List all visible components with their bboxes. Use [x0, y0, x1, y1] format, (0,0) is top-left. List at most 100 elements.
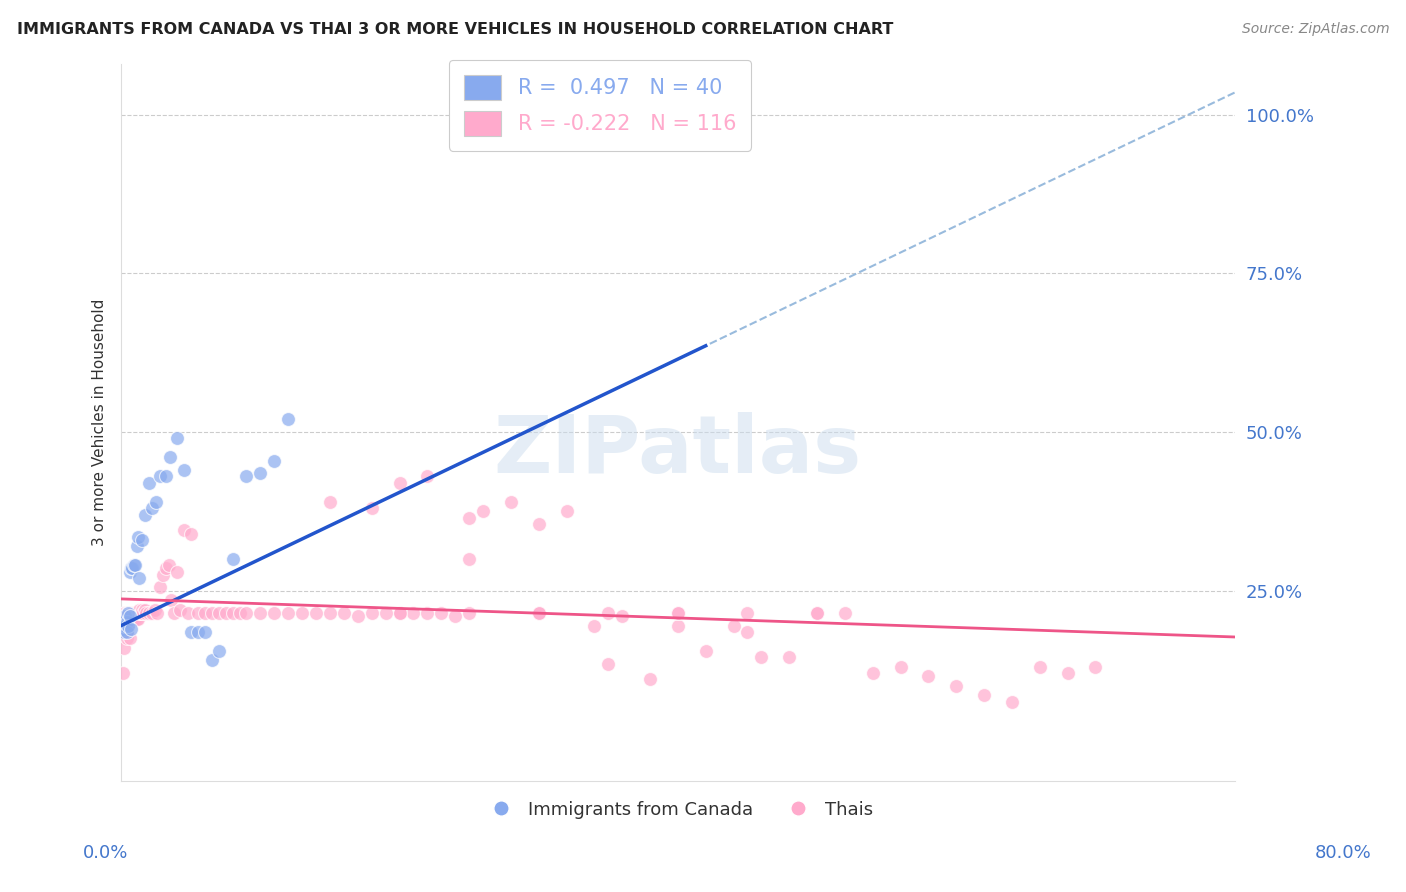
Point: [128, 571, 150, 585]
Point: [120, 606, 142, 620]
Point: [118, 609, 141, 624]
Point: [115, 624, 138, 639]
Point: [638, 673, 661, 687]
Point: [120, 622, 142, 636]
Point: [806, 606, 828, 620]
Point: [388, 606, 411, 620]
Point: [235, 469, 257, 483]
Point: [214, 606, 236, 620]
Point: [124, 612, 146, 626]
Point: [121, 561, 143, 575]
Point: [118, 615, 141, 630]
Point: [115, 606, 138, 620]
Point: [1028, 660, 1050, 674]
Point: [194, 624, 217, 639]
Point: [124, 606, 146, 620]
Point: [221, 606, 243, 620]
Point: [360, 606, 382, 620]
Point: [146, 606, 169, 620]
Point: [125, 606, 148, 620]
Point: [111, 666, 134, 681]
Point: [117, 615, 139, 630]
Point: [458, 510, 481, 524]
Point: [114, 618, 136, 632]
Point: [263, 606, 285, 620]
Point: [121, 606, 143, 620]
Point: [263, 453, 285, 467]
Point: [180, 526, 202, 541]
Point: [458, 552, 481, 566]
Point: [112, 624, 135, 639]
Point: [117, 618, 139, 632]
Point: [527, 606, 550, 620]
Point: [138, 606, 160, 620]
Point: [117, 606, 139, 620]
Legend: Immigrants from Canada, Thais: Immigrants from Canada, Thais: [475, 793, 880, 826]
Point: [666, 606, 689, 620]
Point: [360, 501, 382, 516]
Point: [235, 606, 257, 620]
Point: [120, 612, 142, 626]
Point: [194, 606, 217, 620]
Point: [890, 660, 912, 674]
Point: [135, 606, 157, 620]
Point: [416, 469, 439, 483]
Point: [277, 412, 299, 426]
Point: [125, 539, 148, 553]
Point: [111, 622, 134, 636]
Point: [187, 606, 209, 620]
Point: [291, 606, 314, 620]
Point: [917, 669, 939, 683]
Point: [319, 606, 342, 620]
Point: [145, 495, 167, 509]
Point: [124, 558, 146, 573]
Text: ZIPatlas: ZIPatlas: [494, 412, 862, 491]
Point: [131, 533, 153, 547]
Point: [114, 622, 136, 636]
Point: [723, 618, 745, 632]
Point: [249, 606, 271, 620]
Point: [472, 504, 495, 518]
Point: [751, 650, 773, 665]
Point: [143, 603, 166, 617]
Point: [149, 581, 172, 595]
Point: [737, 606, 759, 620]
Point: [128, 606, 150, 620]
Point: [834, 606, 856, 620]
Point: [444, 609, 467, 624]
Point: [138, 475, 160, 490]
Point: [120, 561, 142, 575]
Point: [228, 606, 250, 620]
Point: [187, 624, 209, 639]
Point: [458, 606, 481, 620]
Point: [118, 606, 141, 620]
Point: [333, 606, 356, 620]
Point: [155, 469, 177, 483]
Point: [132, 606, 155, 620]
Point: [527, 606, 550, 620]
Point: [527, 516, 550, 531]
Point: [499, 495, 522, 509]
Point: [277, 606, 299, 620]
Point: [319, 495, 342, 509]
Point: [141, 606, 163, 620]
Point: [129, 606, 152, 620]
Point: [115, 612, 138, 626]
Point: [169, 603, 191, 617]
Point: [666, 606, 689, 620]
Point: [121, 612, 143, 626]
Point: [131, 606, 153, 620]
Point: [160, 593, 183, 607]
Point: [173, 463, 195, 477]
Point: [122, 612, 145, 626]
Text: Source: ZipAtlas.com: Source: ZipAtlas.com: [1241, 22, 1389, 37]
Point: [374, 606, 396, 620]
Point: [122, 606, 145, 620]
Point: [346, 609, 368, 624]
Point: [115, 632, 138, 646]
Point: [180, 624, 202, 639]
Text: 0.0%: 0.0%: [83, 844, 128, 862]
Point: [166, 565, 188, 579]
Point: [249, 467, 271, 481]
Point: [177, 606, 200, 620]
